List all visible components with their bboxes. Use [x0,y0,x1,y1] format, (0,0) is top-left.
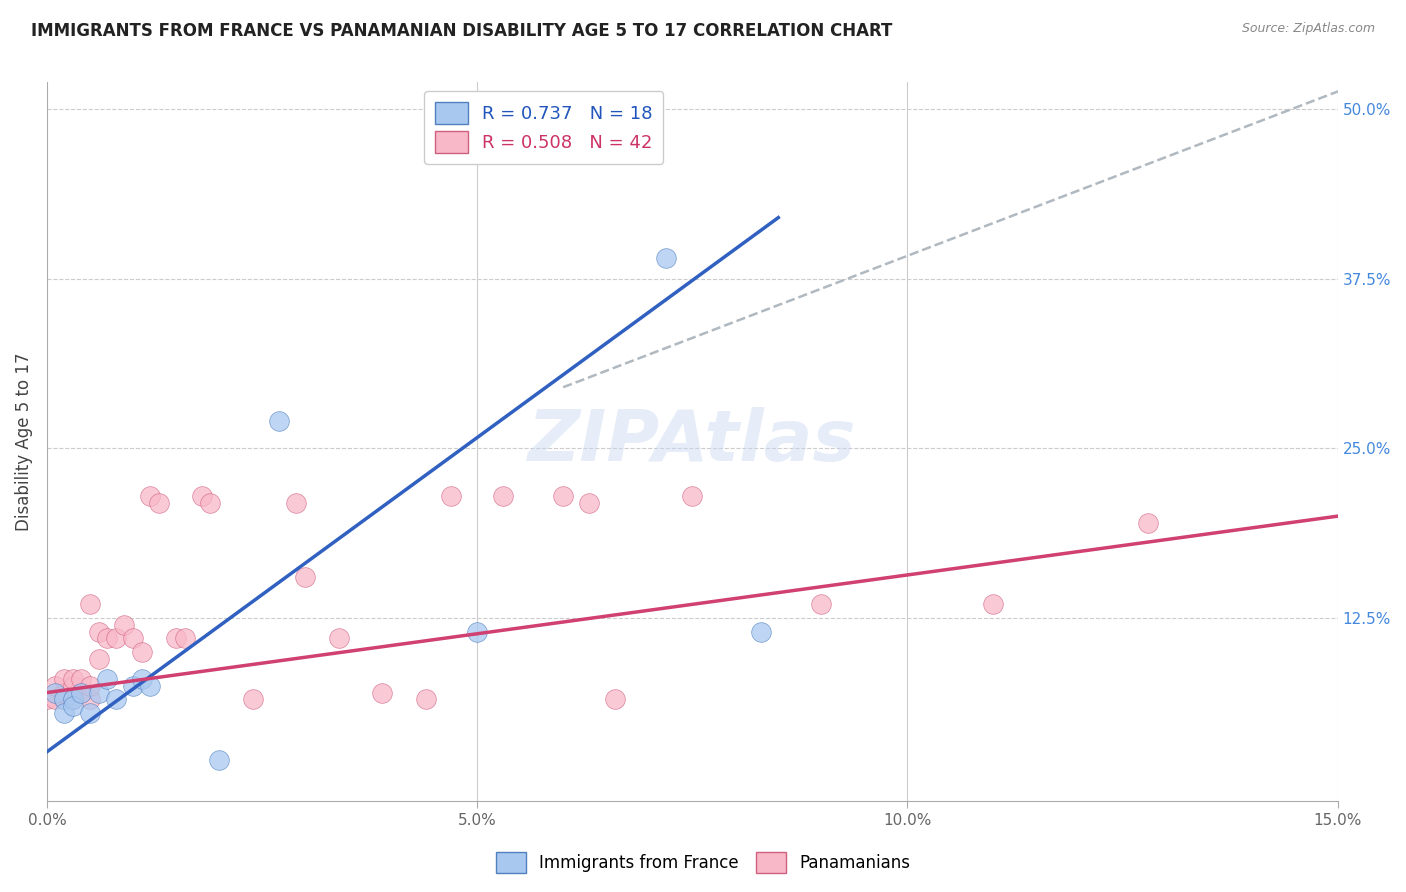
Point [53,685,76,699]
Text: IMMIGRANTS FROM FRANCE VS PANAMANIAN DISABILITY AGE 5 TO 17 CORRELATION CHART: IMMIGRANTS FROM FRANCE VS PANAMANIAN DIS… [31,22,893,40]
Point [62,692,84,706]
Point [62,699,84,714]
Point [79,692,101,706]
Point [131,645,153,659]
Point [62,672,84,686]
Point [148,495,170,509]
Point [87,685,110,699]
Point [79,706,101,720]
Point [44,685,66,699]
Text: Source: ZipAtlas.com: Source: ZipAtlas.com [1241,22,1375,36]
Point [139,679,162,693]
Point [578,495,600,509]
Point [603,692,626,706]
Point [440,489,463,503]
Point [553,489,575,503]
Point [70,685,93,699]
Point [35,692,58,706]
Point [285,495,308,509]
Point [983,598,1005,612]
Point [242,692,264,706]
Point [191,489,214,503]
Point [112,617,135,632]
Point [122,632,145,646]
Point [53,672,76,686]
Point [492,489,515,503]
Point [70,685,93,699]
Point [1137,516,1160,530]
Point [200,495,222,509]
Point [208,753,231,767]
Point [415,692,437,706]
Legend: Immigrants from France, Panamanians: Immigrants from France, Panamanians [489,846,917,880]
Point [328,632,350,646]
Point [62,692,84,706]
Point [87,624,110,639]
Point [655,252,678,266]
Legend: R = 0.737   N = 18, R = 0.508   N = 42: R = 0.737 N = 18, R = 0.508 N = 42 [425,91,664,164]
Point [87,651,110,665]
Point [53,692,76,706]
Point [53,692,76,706]
Point [122,679,145,693]
Point [104,692,127,706]
Point [70,672,93,686]
Point [465,624,488,639]
Point [104,632,127,646]
Point [96,672,118,686]
Point [62,679,84,693]
Point [96,632,118,646]
Point [810,598,832,612]
Point [139,489,162,503]
Point [749,624,772,639]
Point [371,685,394,699]
Point [269,414,291,428]
Y-axis label: Disability Age 5 to 17: Disability Age 5 to 17 [15,352,32,531]
Point [44,679,66,693]
Point [79,598,101,612]
Point [44,692,66,706]
Point [681,489,703,503]
Point [173,632,195,646]
Point [53,706,76,720]
Point [165,632,187,646]
Point [294,570,316,584]
Text: ZIPAtlas: ZIPAtlas [529,407,856,476]
Point [131,672,153,686]
Point [79,679,101,693]
